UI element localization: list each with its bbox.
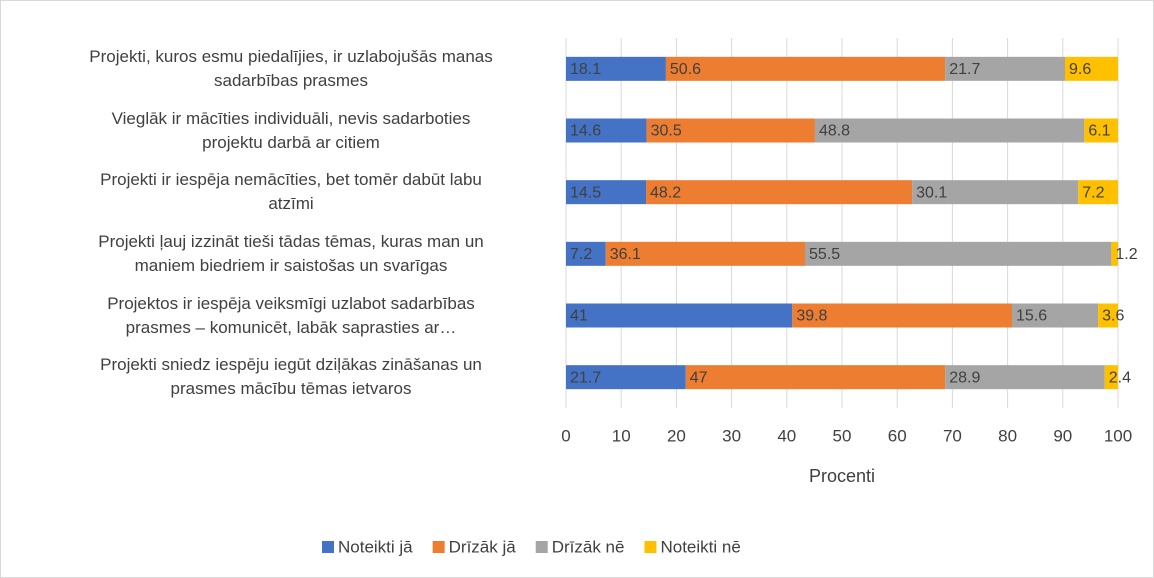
x-tick-label: 100 [1104,426,1132,445]
data-label: 7.2 [570,246,592,263]
data-label: 28.9 [949,369,980,386]
data-label: 41 [570,308,588,325]
data-label: 30.5 [651,123,682,140]
bar-segment [1104,365,1118,390]
x-tick-label: 50 [833,426,852,445]
bar-segment [1065,56,1118,81]
data-label: 30.1 [916,184,947,201]
data-label: 2.4 [1109,369,1131,386]
x-tick-label: 0 [561,426,570,445]
x-tick-label: 80 [998,426,1017,445]
data-label: 55.5 [809,246,840,263]
data-label: 21.7 [570,369,601,386]
x-axis-label: Procenti [809,466,875,486]
category-label: Projekti, kuros esmu piedalījies, ir uzl… [89,46,493,90]
data-label: 21.7 [949,61,980,78]
bar-segment [814,118,1085,143]
data-label: 6.1 [1088,123,1110,140]
category-label: Projektos ir iespēja veiksmīgi uzlabot s… [107,293,475,337]
data-label: 50.6 [670,61,701,78]
bar-segment [1084,118,1118,143]
data-label: 14.6 [570,123,601,140]
data-label: 48.2 [650,184,681,201]
bar-segment [945,365,1105,390]
category-label: Vieglāk ir mācīties individuāli, nevis s… [111,108,471,152]
bar-segment [1111,241,1118,266]
bar-segment [685,365,946,390]
bar-segment [566,56,666,81]
x-tick-label: 10 [612,426,631,445]
bar-segment [646,118,815,143]
x-tick-label: 70 [943,426,962,445]
category-label: Projekti sniedz iespēju iegūt dziļākas z… [100,355,482,399]
legend-swatch [322,541,334,553]
bar-segment [805,241,1112,266]
x-tick-label: 40 [777,426,796,445]
x-tick-label: 60 [888,426,907,445]
bar-segment [792,303,1013,328]
legend-label: Drīzāk nē [552,537,625,556]
data-label: 9.6 [1069,61,1091,78]
bar-segment [566,180,647,205]
data-label: 48.8 [819,123,850,140]
data-label: 47 [690,369,708,386]
bar-segment [566,365,686,390]
legend-label: Drīzāk jā [449,537,517,556]
bar-segment [566,118,647,143]
legend-label: Noteikti nē [660,537,740,556]
legend-swatch [644,541,657,553]
x-tick-label: 30 [722,426,741,445]
legend-swatch [535,541,548,553]
data-label: 7.2 [1082,184,1104,201]
data-label: 14.5 [570,184,601,201]
bar-segment [1012,303,1099,328]
data-label: 15.6 [1016,308,1047,325]
bar-segment [646,180,913,205]
data-label: 3.6 [1102,308,1124,325]
bar-segment [912,180,1079,205]
bar-segment [945,56,1066,81]
category-label: Projekti ir iespēja nemācīties, bet tomē… [100,170,482,214]
data-label: 39.8 [796,308,827,325]
x-tick-label: 90 [1053,426,1072,445]
bar-segment [605,241,806,266]
data-label: 36.1 [610,246,641,263]
category-label: Projekti ļauj izzināt tieši tādas tēmas,… [98,231,484,275]
bar-segment [665,56,946,81]
bar-segment [566,303,793,328]
bar-segment [1098,303,1118,328]
legend-label: Noteikti jā [338,537,413,556]
x-tick-label: 20 [667,426,686,445]
legend-swatch [432,541,445,553]
data-label: 1.2 [1115,246,1137,263]
bar-segment [1078,180,1118,205]
data-label: 18.1 [570,61,601,78]
bar-segment [566,241,606,266]
